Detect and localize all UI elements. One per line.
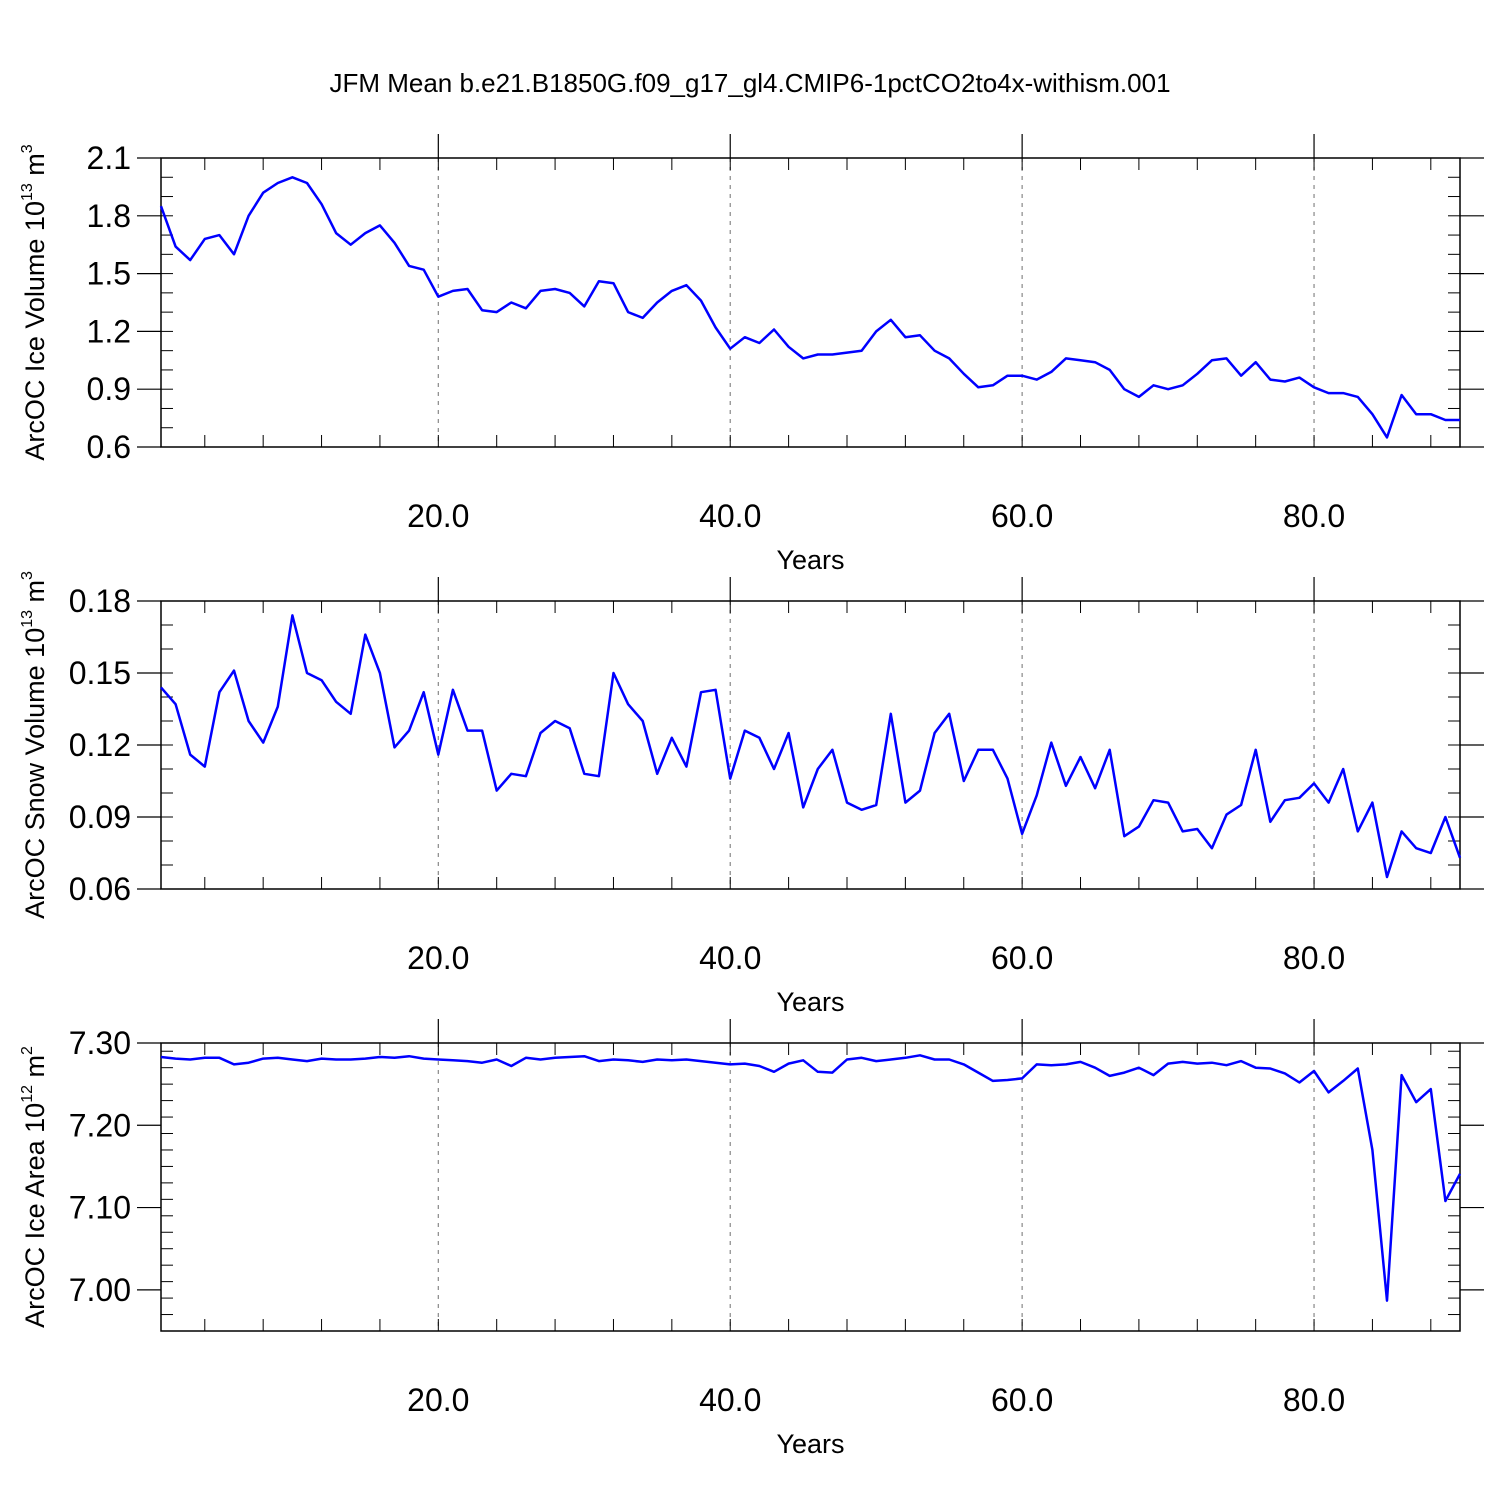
y-tick-label: 7.20	[69, 1107, 131, 1143]
x-tick-label: 60.0	[991, 498, 1053, 534]
panel-2: 0.06 0.09 0.12 0.15 0.18 20.0 40.0 60.0 80.0 Year…	[19, 571, 1484, 1017]
y-tick-label: 7.00	[69, 1272, 131, 1308]
y-tick-label: 0.06	[69, 871, 131, 907]
x-tick-label: 20.0	[407, 940, 469, 976]
plot-frame	[160, 157, 1461, 448]
y-axis-label: ArcOC Ice Volume 1013 m3	[19, 144, 50, 460]
y-tick-label: 0.9	[87, 371, 131, 407]
y-tick-label: 7.30	[69, 1025, 131, 1061]
panel-3: 7.00 7.10 7.20 7.30 20.0 40.0 60.0 80.0 Years Arc…	[19, 1019, 1484, 1459]
y-tick-label: 1.2	[87, 313, 131, 349]
y-tick-label: 0.6	[87, 429, 131, 465]
y-tick-label: 0.12	[69, 727, 131, 763]
chart-panels: 0.6 0.9 1.2 1.5 1.8 2.1 20.0 40.0 60.0 80.0 Years A…	[19, 134, 1484, 1459]
x-tick-label: 40.0	[699, 940, 761, 976]
x-tick-label: 20.0	[407, 1382, 469, 1418]
x-tick-label: 80.0	[1283, 940, 1345, 976]
x-tick-label: 60.0	[991, 940, 1053, 976]
y-tick-label: 1.8	[87, 198, 131, 234]
x-tick-label: 40.0	[699, 1382, 761, 1418]
y-tick-label: 1.5	[87, 256, 131, 292]
x-tick-label: 80.0	[1283, 1382, 1345, 1418]
y-tick-label: 0.18	[69, 583, 131, 619]
y-tick-label: 0.09	[69, 799, 131, 835]
series-line	[160, 1054, 1462, 1302]
x-tick-label: 40.0	[699, 498, 761, 534]
series-line	[160, 614, 1462, 879]
x-tick-label: 60.0	[991, 1382, 1053, 1418]
y-tick-label: 2.1	[87, 140, 131, 176]
y-tick-label: 7.10	[69, 1190, 131, 1226]
x-tick-label: 20.0	[407, 498, 469, 534]
x-axis-label: Years	[776, 987, 844, 1017]
series-line	[159, 176, 1460, 439]
y-axis-label: ArcOC Snow Volume 1013 m3	[19, 571, 50, 919]
x-tick-label: 80.0	[1283, 498, 1345, 534]
x-axis-label: Years	[776, 545, 844, 575]
x-axis-label: Years	[776, 1429, 844, 1459]
y-axis-label: ArcOC Ice Area 1012 m2	[19, 1046, 50, 1328]
chart-title: JFM Mean b.e21.B1850G.f09_g17_gl4.CMIP6-…	[329, 68, 1170, 98]
y-tick-label: 0.15	[69, 655, 131, 691]
panel-1: 0.6 0.9 1.2 1.5 1.8 2.1 20.0 40.0 60.0 80.0 Years A…	[19, 134, 1484, 575]
plot-frame	[160, 600, 1461, 890]
plot-frame	[160, 1042, 1461, 1332]
